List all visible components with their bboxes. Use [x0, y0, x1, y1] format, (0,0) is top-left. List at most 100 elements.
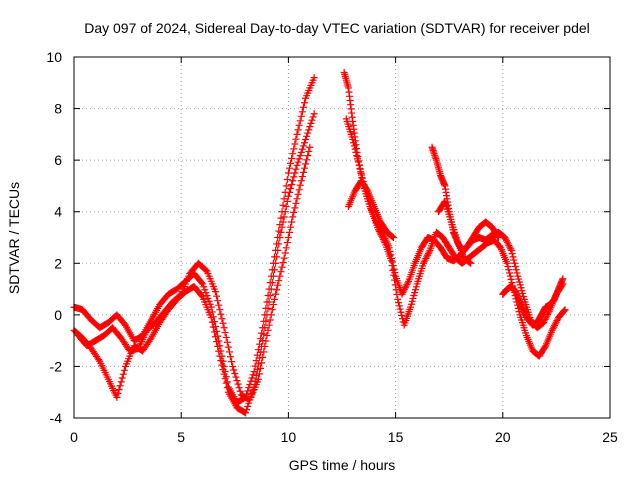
data-point-interp: [507, 275, 515, 283]
data-point-interp: [248, 374, 256, 382]
data-point-interp: [404, 279, 412, 287]
data-point-interp: [506, 272, 514, 280]
data-point-interp: [544, 309, 552, 317]
data-point-interp: [270, 266, 278, 274]
axis-ticks: 0 5 10 15 20 25 -4 -2 0 2 4 6 8 10: [46, 49, 618, 445]
data-point-interp: [217, 310, 225, 318]
data-point-interp: [541, 343, 549, 351]
data-point-interp: [295, 186, 303, 194]
y-tick-label: 6: [54, 152, 62, 168]
data-point-interp: [515, 308, 523, 316]
data-point-interp: [269, 301, 277, 309]
data-point: [503, 259, 511, 267]
y-tick-label: 0: [54, 307, 62, 323]
data-point-interp: [243, 406, 251, 414]
data-point-interp: [264, 326, 272, 334]
data-point-interp: [265, 321, 273, 329]
data-point-interp: [281, 249, 289, 257]
data-point-interp: [508, 250, 516, 258]
data-point: [263, 331, 271, 339]
data-point-interp: [296, 152, 304, 160]
data-point-interp: [354, 158, 362, 166]
data-point-interp: [227, 353, 235, 361]
data-point-interp: [275, 277, 283, 285]
data-point-interp: [291, 169, 299, 177]
data-point-interp: [235, 384, 243, 392]
data-point-interp: [254, 360, 262, 368]
data-point-interp: [217, 357, 225, 365]
data-point-interp: [214, 297, 222, 305]
data-point: [254, 375, 262, 383]
data-point-interp: [255, 354, 263, 362]
data-point-interp: [507, 245, 515, 253]
data-point: [561, 306, 569, 314]
data-point-interp: [298, 173, 306, 181]
data-point-interp: [357, 168, 365, 176]
data-point-interp: [376, 229, 384, 237]
data-point-interp: [265, 298, 273, 306]
data-point-interp: [402, 282, 410, 290]
data-point-interp: [219, 319, 227, 327]
data-point-interp: [222, 379, 230, 387]
data-point-interp: [307, 119, 315, 127]
data-point-interp: [213, 292, 221, 300]
y-tick-label: 8: [54, 101, 62, 117]
data-point-interp: [244, 387, 252, 395]
data-point-interp: [305, 147, 313, 155]
data-point-interp: [120, 366, 128, 374]
data-point-interp: [504, 240, 512, 248]
data-point-interp: [285, 188, 293, 196]
data-point-interp: [299, 168, 307, 176]
data-point-interp: [294, 126, 302, 134]
data-point-interp: [202, 266, 210, 274]
series-track-e: [342, 115, 569, 360]
data-point: [374, 226, 382, 234]
data-point-interp: [299, 103, 307, 111]
data-point: [419, 259, 427, 267]
data-point: [229, 362, 237, 370]
data-point-interp: [390, 265, 398, 273]
data-point-interp: [252, 371, 260, 379]
data-point-interp: [352, 148, 360, 156]
data-point-interp: [277, 214, 285, 222]
data-point-interp: [304, 129, 312, 137]
data-point-interp: [273, 286, 281, 294]
data-point-interp: [393, 291, 401, 299]
data-point: [242, 409, 250, 417]
data-point-interp: [290, 208, 298, 216]
data-point-interp: [282, 203, 290, 211]
data-point-interp: [288, 155, 296, 163]
data-point-interp: [291, 204, 299, 212]
data-point-interp: [397, 308, 405, 316]
data-point-interp: [295, 155, 303, 163]
data-point-interp: [309, 113, 317, 121]
data-point-interp: [351, 145, 359, 153]
data-point-interp: [289, 150, 297, 158]
x-tick-label: 0: [70, 429, 78, 445]
data-point-interp: [253, 366, 261, 374]
data-point: [280, 254, 288, 262]
data-point-interp: [298, 108, 306, 116]
data-point-interp: [218, 361, 226, 369]
data-point-interp: [395, 299, 403, 307]
data-point-interp: [543, 312, 551, 320]
data-point-interp: [215, 347, 223, 355]
data-point-interp: [294, 190, 302, 198]
data-point-interp: [119, 370, 127, 378]
data-point-interp: [502, 235, 510, 243]
data-points: [70, 68, 569, 417]
data-point-interp: [503, 237, 511, 245]
data-point-interp: [218, 315, 226, 323]
data-point-interp: [258, 359, 266, 367]
data-point-interp: [146, 336, 154, 344]
data-point-interp: [221, 375, 229, 383]
y-tick-label: -4: [50, 410, 63, 426]
data-point-interp: [551, 321, 559, 329]
data-point-interp: [422, 254, 430, 262]
data-point-interp: [389, 266, 397, 274]
data-point-interp: [281, 208, 289, 216]
data-point: [289, 213, 297, 221]
data-point-interp: [262, 317, 270, 325]
data-point: [548, 326, 556, 334]
